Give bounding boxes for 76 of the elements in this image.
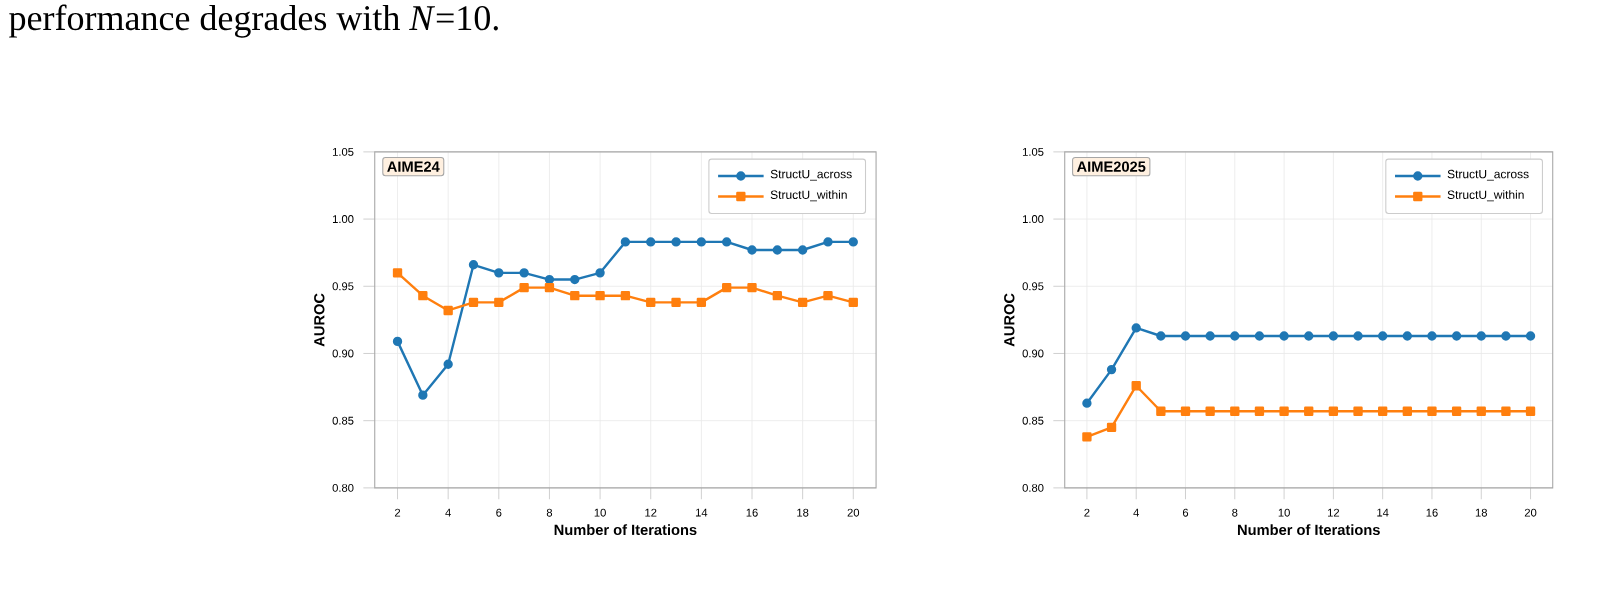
point bbox=[772, 245, 782, 255]
point bbox=[620, 291, 631, 301]
point bbox=[620, 237, 631, 247]
point bbox=[1131, 381, 1141, 391]
point bbox=[1205, 406, 1215, 416]
point bbox=[1476, 331, 1486, 341]
point bbox=[1180, 406, 1191, 416]
point bbox=[1082, 398, 1092, 408]
point bbox=[1378, 406, 1388, 416]
point bbox=[1082, 432, 1092, 442]
point bbox=[1205, 331, 1215, 341]
point bbox=[797, 297, 808, 308]
text: performance degrades with N=10. bbox=[9, 4, 498, 38]
point bbox=[468, 297, 479, 308]
point bbox=[1328, 406, 1339, 416]
point bbox=[1476, 406, 1486, 416]
point bbox=[418, 390, 428, 400]
point bbox=[1378, 331, 1388, 341]
point bbox=[570, 291, 580, 301]
point bbox=[1402, 406, 1412, 416]
point bbox=[418, 291, 428, 301]
point bbox=[1501, 331, 1511, 341]
point bbox=[646, 237, 656, 247]
point bbox=[1525, 406, 1536, 416]
point bbox=[1230, 406, 1240, 416]
point bbox=[1427, 406, 1437, 416]
point bbox=[1451, 331, 1462, 341]
point bbox=[1254, 331, 1265, 341]
point bbox=[443, 359, 453, 369]
point bbox=[823, 291, 833, 301]
point bbox=[1106, 422, 1117, 433]
point bbox=[722, 237, 732, 247]
point bbox=[823, 237, 833, 247]
point bbox=[1353, 406, 1363, 416]
point bbox=[1279, 406, 1289, 416]
point bbox=[671, 237, 681, 247]
point bbox=[1353, 331, 1363, 341]
point bbox=[494, 297, 504, 308]
point bbox=[696, 237, 707, 247]
point bbox=[595, 268, 605, 278]
point bbox=[1106, 364, 1117, 375]
point bbox=[747, 282, 757, 293]
point bbox=[1254, 406, 1265, 416]
point bbox=[1402, 331, 1412, 341]
point bbox=[519, 282, 529, 293]
point bbox=[722, 282, 732, 293]
point bbox=[1328, 331, 1339, 341]
point bbox=[494, 268, 504, 278]
point bbox=[848, 237, 858, 247]
point bbox=[797, 245, 808, 255]
point bbox=[443, 305, 453, 316]
point bbox=[747, 245, 757, 255]
point bbox=[468, 260, 479, 270]
point bbox=[1180, 331, 1191, 341]
point bbox=[392, 268, 403, 278]
point bbox=[1304, 406, 1314, 416]
point bbox=[671, 297, 681, 308]
point bbox=[1131, 323, 1141, 333]
point bbox=[544, 282, 555, 293]
point bbox=[595, 291, 605, 301]
point bbox=[570, 274, 580, 285]
point bbox=[519, 268, 529, 278]
point bbox=[1525, 331, 1536, 341]
point bbox=[1156, 331, 1166, 341]
point bbox=[696, 297, 707, 308]
point bbox=[848, 297, 858, 308]
point bbox=[1427, 331, 1437, 341]
point bbox=[1279, 331, 1289, 341]
point bbox=[1230, 331, 1240, 341]
point bbox=[1501, 406, 1511, 416]
point bbox=[392, 336, 403, 347]
point bbox=[1451, 406, 1462, 416]
point bbox=[646, 297, 656, 308]
point bbox=[772, 291, 782, 301]
point bbox=[1304, 331, 1314, 341]
point bbox=[1156, 406, 1166, 416]
